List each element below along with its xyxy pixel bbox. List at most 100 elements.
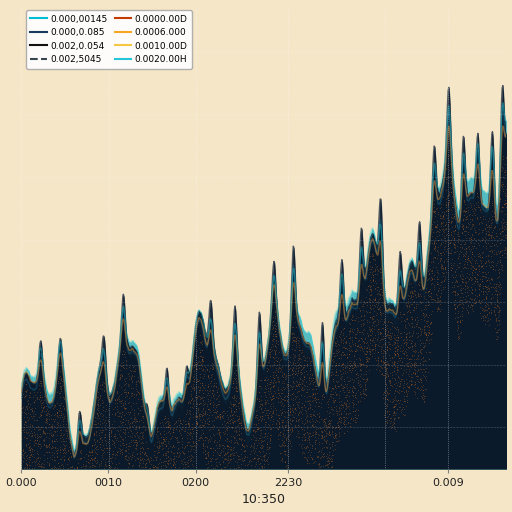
Point xyxy=(475,229,483,237)
Point xyxy=(355,372,364,380)
Point xyxy=(444,207,452,215)
Point xyxy=(346,333,354,341)
Point xyxy=(395,356,403,364)
Point xyxy=(388,322,396,330)
Point xyxy=(183,431,191,439)
Point xyxy=(303,459,311,467)
Point xyxy=(45,429,53,437)
Point xyxy=(404,366,413,374)
Point xyxy=(466,295,475,304)
Point xyxy=(478,306,486,314)
Point xyxy=(394,351,402,359)
Point xyxy=(477,314,485,323)
Point xyxy=(459,206,467,215)
Point xyxy=(215,444,223,453)
Point xyxy=(106,443,114,452)
Point xyxy=(323,457,331,465)
Point xyxy=(53,452,61,460)
Point xyxy=(384,390,392,398)
Point xyxy=(288,329,296,337)
Point xyxy=(440,226,448,234)
Point xyxy=(486,274,495,282)
Point xyxy=(450,241,458,249)
Point xyxy=(135,417,143,425)
Point xyxy=(94,402,102,410)
Point xyxy=(328,455,336,463)
Point xyxy=(307,410,315,418)
Point xyxy=(35,425,43,433)
Point xyxy=(223,449,231,457)
Point xyxy=(289,381,297,390)
Point xyxy=(269,417,277,425)
Point xyxy=(454,333,462,341)
Point xyxy=(335,342,343,350)
Point xyxy=(428,279,436,287)
Point xyxy=(133,387,141,395)
Point xyxy=(254,416,262,424)
Point xyxy=(278,389,286,397)
Point xyxy=(273,411,282,419)
Point xyxy=(352,400,360,408)
Point xyxy=(482,278,490,286)
Point xyxy=(210,408,219,416)
Point xyxy=(281,396,289,404)
Point xyxy=(482,313,490,322)
Point xyxy=(315,460,323,468)
Point xyxy=(442,220,450,228)
Point xyxy=(307,453,315,461)
Point xyxy=(292,336,300,345)
Point xyxy=(306,357,314,366)
Point xyxy=(427,335,435,344)
Point xyxy=(153,463,161,472)
Point xyxy=(451,268,459,276)
Point xyxy=(235,435,243,443)
Point xyxy=(376,306,385,314)
Point xyxy=(431,207,439,215)
Point xyxy=(426,294,435,303)
Point xyxy=(339,333,348,342)
Point xyxy=(365,354,373,362)
Point xyxy=(198,366,206,374)
Point xyxy=(270,327,279,335)
Point xyxy=(436,293,444,301)
Point xyxy=(354,362,362,371)
Point xyxy=(220,451,228,459)
Point xyxy=(111,451,119,459)
Point xyxy=(237,418,245,426)
Point xyxy=(325,448,333,456)
Point xyxy=(372,365,380,373)
Point xyxy=(361,380,369,388)
Point xyxy=(323,450,331,458)
Point xyxy=(261,398,269,407)
Point xyxy=(132,382,140,390)
Point xyxy=(273,394,282,402)
Point xyxy=(309,389,317,397)
Point xyxy=(416,331,424,339)
Point xyxy=(472,228,480,236)
Point xyxy=(412,322,420,330)
Point xyxy=(467,239,475,247)
Point xyxy=(280,400,288,409)
Point xyxy=(303,359,311,368)
Point xyxy=(390,408,398,416)
Point xyxy=(24,409,32,417)
Point xyxy=(305,373,313,381)
Point xyxy=(300,374,308,382)
Point xyxy=(211,405,219,413)
Point xyxy=(58,463,67,472)
Point xyxy=(19,413,28,421)
Point xyxy=(483,283,491,291)
Point xyxy=(452,287,460,295)
Point xyxy=(260,451,268,459)
Point xyxy=(427,289,435,297)
Point xyxy=(488,231,497,239)
Point xyxy=(157,438,165,446)
Point xyxy=(163,446,171,455)
Point xyxy=(48,464,56,473)
Point xyxy=(358,387,367,395)
Point xyxy=(29,437,37,445)
Point xyxy=(286,409,294,417)
Point xyxy=(119,417,127,425)
Point xyxy=(45,460,53,468)
Point xyxy=(378,334,386,343)
